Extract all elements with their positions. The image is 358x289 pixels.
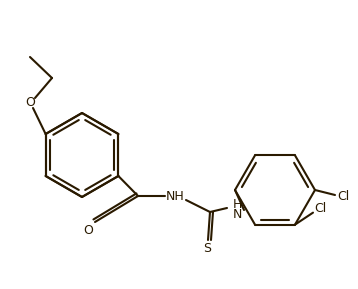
Text: S: S bbox=[203, 242, 211, 255]
Text: O: O bbox=[83, 223, 93, 236]
Text: NH: NH bbox=[166, 190, 184, 203]
Text: Cl: Cl bbox=[337, 190, 349, 203]
Text: Cl: Cl bbox=[314, 202, 326, 215]
Text: O: O bbox=[25, 97, 35, 110]
Text: H: H bbox=[232, 199, 242, 212]
Text: N: N bbox=[232, 208, 242, 221]
